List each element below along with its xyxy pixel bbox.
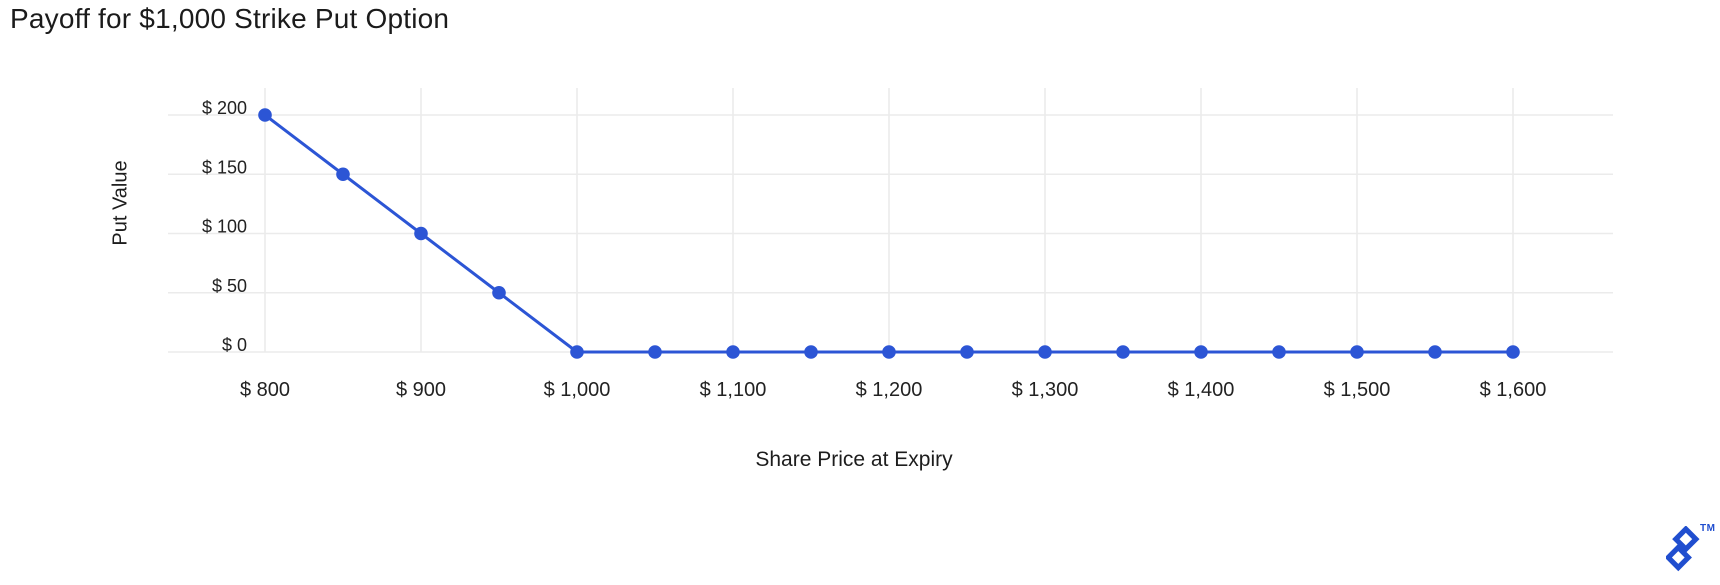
y-tick-label: $ 0 [222, 335, 247, 355]
x-axis-title: Share Price at Expiry [755, 448, 953, 471]
data-point-marker [648, 345, 662, 359]
data-point-marker [570, 345, 584, 359]
x-tick-label: $ 1,400 [1168, 379, 1235, 401]
data-point-marker [882, 345, 896, 359]
data-point-marker [414, 226, 428, 241]
logo-square-top [1672, 526, 1700, 553]
toptal-logo-icon [1666, 526, 1700, 572]
chart-title: Payoff for $1,000 Strike Put Option [10, 3, 450, 34]
x-tick-label: $ 1,000 [544, 379, 611, 401]
data-point-marker [960, 345, 974, 359]
y-tick-label: $ 100 [202, 217, 247, 237]
data-point-marker [1116, 345, 1130, 359]
y-tick-label: $ 200 [202, 98, 247, 118]
data-point-marker [336, 167, 350, 182]
data-point-marker [492, 285, 506, 300]
data-point-marker [804, 345, 818, 359]
data-point-marker [1350, 345, 1364, 359]
data-point-marker [726, 345, 740, 359]
x-tick-label: $ 1,300 [1012, 379, 1079, 401]
logo-square-bottom [1666, 543, 1692, 572]
data-point-marker [1506, 345, 1520, 359]
data-point-marker [1272, 345, 1286, 359]
data-point-marker [258, 108, 272, 122]
brand-logo: TM [1666, 523, 1720, 580]
x-tick-label: $ 900 [396, 379, 446, 401]
x-tick-label: $ 1,600 [1480, 379, 1547, 401]
x-tick-label: $ 1,200 [856, 379, 923, 401]
data-point-marker [1038, 345, 1052, 359]
trademark-label: TM [1700, 523, 1716, 534]
y-tick-label: $ 150 [202, 157, 247, 177]
y-axis-title: Put Value [109, 160, 132, 246]
data-point-marker [1428, 345, 1442, 359]
y-tick-label: $ 50 [212, 276, 247, 296]
data-point-marker [1194, 345, 1208, 359]
x-tick-label: $ 1,500 [1324, 379, 1391, 401]
x-tick-label: $ 1,100 [700, 379, 767, 401]
x-tick-label: $ 800 [240, 379, 290, 401]
